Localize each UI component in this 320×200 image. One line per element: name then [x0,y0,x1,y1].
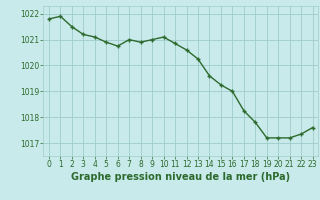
X-axis label: Graphe pression niveau de la mer (hPa): Graphe pression niveau de la mer (hPa) [71,172,290,182]
